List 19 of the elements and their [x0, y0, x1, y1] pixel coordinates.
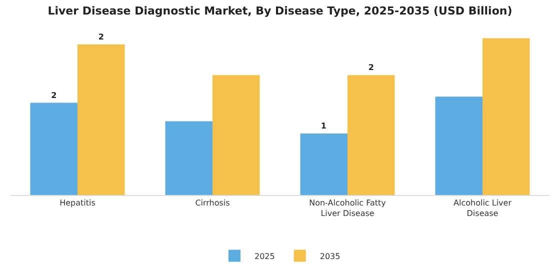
x-tick-label: Hepatitis [60, 198, 96, 208]
x-tick-label: Cirrhosis [195, 198, 230, 208]
bar [300, 134, 348, 195]
bar [482, 38, 530, 195]
bar [212, 75, 260, 195]
data-label: 2 [368, 63, 374, 72]
bar [435, 96, 482, 195]
bar [30, 102, 78, 195]
chart-title: Liver Disease Diagnostic Market, By Disease Type, 2025-2035 (USD Billion) [48, 4, 512, 18]
data-label: 2 [51, 90, 57, 100]
bar [165, 121, 212, 195]
bar [78, 44, 125, 195]
bar [348, 75, 395, 195]
data-label: 1 [320, 122, 327, 131]
x-tick-label: Alcoholic Liver Disease [454, 198, 512, 218]
x-tick-label: Non-Alcoholic Fatty Liver Disease [309, 198, 386, 218]
legend-label: 2035 [320, 252, 340, 261]
legend-label: 2025 [254, 252, 275, 261]
data-label: 2 [98, 32, 104, 42]
